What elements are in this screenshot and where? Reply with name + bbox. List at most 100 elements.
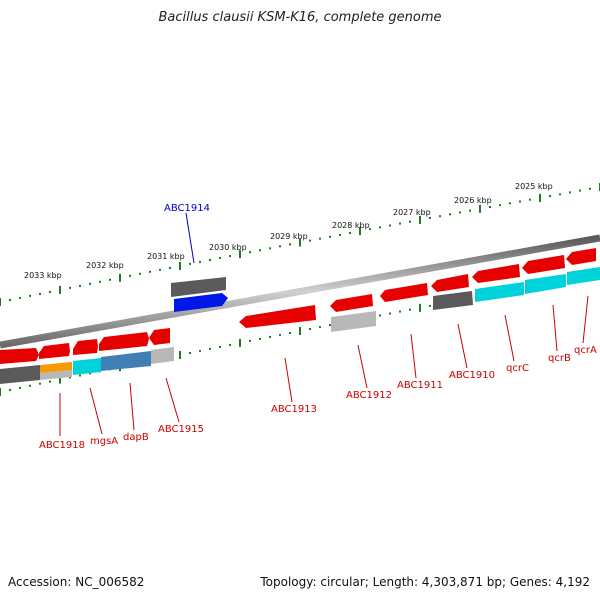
ruler-outer-tick bbox=[459, 211, 461, 214]
genome-summary-text: Topology: circular; Length: 4,303,871 bp… bbox=[260, 575, 590, 589]
gene-label-abc1918[interactable]: ABC1918 bbox=[39, 440, 85, 451]
feature-outer-4[interactable] bbox=[99, 332, 149, 351]
gene-label-dapb[interactable]: dapB bbox=[123, 432, 149, 443]
feature-qcrc-cyan[interactable] bbox=[475, 282, 524, 302]
feature-abc1910-gray[interactable] bbox=[433, 291, 473, 310]
gene-label-abc1910[interactable]: ABC1910 bbox=[449, 370, 495, 381]
ruler-inner-tick bbox=[79, 374, 81, 377]
ruler-outer-tick bbox=[149, 270, 151, 273]
ruler-outer-tick bbox=[159, 268, 161, 271]
gene-labels: ABC1914 ABC1918 mgsA dapB ABC1915 ABC191… bbox=[39, 203, 597, 451]
ruler-outer-tick bbox=[219, 257, 221, 259]
gene-features bbox=[0, 248, 600, 384]
ruler-inner-tick bbox=[249, 339, 251, 342]
ruler-outer-tick bbox=[269, 247, 271, 250]
ruler-inner-tick bbox=[239, 338, 241, 347]
ruler-outer-tick bbox=[419, 215, 421, 224]
ruler-outer-tick bbox=[179, 261, 181, 270]
ruler-outer-tick bbox=[399, 222, 401, 225]
gene-label-qcrb[interactable]: qcrB bbox=[548, 353, 571, 364]
ruler-inner-tick bbox=[259, 337, 261, 340]
feature-outer-7[interactable] bbox=[330, 294, 373, 312]
ruler-label-2033: 2033 kbp bbox=[24, 271, 62, 280]
leader-dapb bbox=[129, 382, 135, 431]
ruler-outer-tick bbox=[89, 282, 91, 285]
feature-outer-5[interactable] bbox=[149, 328, 170, 345]
ruler-outer-tick bbox=[189, 262, 191, 265]
ruler-outer-tick bbox=[19, 297, 21, 299]
ruler-outer-tick bbox=[429, 217, 431, 219]
ruler-outer-tick bbox=[199, 260, 201, 263]
feature-mgsa-cyan[interactable] bbox=[73, 358, 101, 375]
feature-dapb-blue[interactable] bbox=[101, 351, 151, 371]
ruler-inner-tick bbox=[19, 386, 21, 389]
ruler-inner-tick bbox=[409, 308, 411, 311]
ruler-label-2025: 2025 kbp bbox=[515, 182, 553, 191]
gene-label-abc1913[interactable]: ABC1913 bbox=[271, 404, 317, 415]
ruler-inner-tick bbox=[329, 324, 331, 327]
feature-abc1914-blue[interactable] bbox=[174, 293, 228, 312]
feature-qcra-cyan[interactable] bbox=[567, 267, 600, 285]
ruler-outer-tick bbox=[319, 237, 321, 240]
gene-label-abc1914[interactable]: ABC1914 bbox=[164, 203, 210, 214]
ruler-outer-tick bbox=[129, 274, 131, 277]
feature-outer-6[interactable] bbox=[239, 305, 316, 328]
ruler-inner-tick bbox=[59, 375, 61, 384]
feature-abc1915-gray[interactable] bbox=[151, 347, 174, 364]
gene-label-qcra[interactable]: qcrA bbox=[574, 345, 597, 356]
ruler-outer-tick bbox=[339, 233, 341, 236]
feature-abc1918-gray[interactable] bbox=[0, 365, 40, 384]
ruler-label-2027: 2027 kbp bbox=[393, 208, 431, 217]
ruler-outer-tick bbox=[299, 238, 301, 247]
ruler-outer-tick bbox=[579, 189, 581, 192]
gene-label-mgsa[interactable]: mgsA bbox=[90, 436, 118, 447]
gene-label-abc1915[interactable]: ABC1915 bbox=[158, 424, 204, 435]
ruler-outer-tick bbox=[69, 286, 71, 289]
ruler-outer-tick bbox=[549, 195, 551, 198]
ruler-outer-tick bbox=[589, 187, 591, 190]
map-title: Bacillus clausii KSM-K16, complete genom… bbox=[158, 10, 442, 25]
leader-qcrc bbox=[504, 314, 515, 362]
ruler-outer-tick bbox=[559, 193, 561, 196]
ruler-inner-tick bbox=[89, 372, 91, 375]
feature-outer-11[interactable] bbox=[522, 255, 565, 274]
ruler-inner-tick bbox=[279, 333, 281, 336]
leader-abc1910 bbox=[457, 323, 468, 369]
ruler-inner-tick bbox=[49, 380, 51, 383]
ruler-inner-tick bbox=[319, 326, 321, 329]
ruler-outer-tick bbox=[479, 204, 481, 213]
gene-label-abc1911[interactable]: ABC1911 bbox=[397, 380, 443, 391]
ruler-outer-tick bbox=[209, 259, 211, 261]
feature-outer-10[interactable] bbox=[472, 264, 520, 283]
ruler-inner-tick bbox=[299, 327, 301, 335]
feature-orange-lower[interactable] bbox=[40, 370, 72, 380]
gene-label-abc1912[interactable]: ABC1912 bbox=[346, 390, 392, 401]
gene-label-qcrc[interactable]: qcrC bbox=[506, 363, 529, 374]
feature-abc1914-gray[interactable] bbox=[171, 277, 226, 297]
ruler-outer-tick bbox=[329, 235, 331, 238]
feature-outer-3[interactable] bbox=[73, 339, 98, 355]
ruler-inner-tick bbox=[289, 332, 291, 334]
ruler-inner-tick bbox=[69, 376, 71, 379]
ruler-label-2031: 2031 kbp bbox=[147, 252, 185, 261]
ruler-outer-tick bbox=[389, 224, 391, 227]
feature-abc1912-gray[interactable] bbox=[331, 311, 376, 332]
ruler-outer-tick bbox=[379, 226, 381, 229]
feature-outer-2[interactable] bbox=[39, 343, 70, 359]
ruler-label-2032: 2032 kbp bbox=[86, 261, 124, 270]
leader-abc1913 bbox=[284, 357, 293, 403]
feature-outer-8[interactable] bbox=[380, 283, 428, 302]
feature-outer-9[interactable] bbox=[431, 274, 469, 292]
ruler-outer-tick bbox=[439, 215, 441, 218]
ruler-outer-tick bbox=[229, 255, 231, 257]
ruler-outer-tick bbox=[0, 298, 1, 306]
ruler-inner-tick bbox=[399, 310, 401, 313]
leader-qcra bbox=[582, 295, 589, 344]
feature-outer-1[interactable] bbox=[0, 348, 39, 364]
feature-qcrb-cyan[interactable] bbox=[525, 274, 566, 294]
ruler-outer-tick bbox=[539, 193, 541, 202]
ruler-inner-tick bbox=[389, 312, 391, 315]
feature-orange[interactable] bbox=[40, 362, 72, 373]
feature-outer-12[interactable] bbox=[566, 248, 596, 265]
